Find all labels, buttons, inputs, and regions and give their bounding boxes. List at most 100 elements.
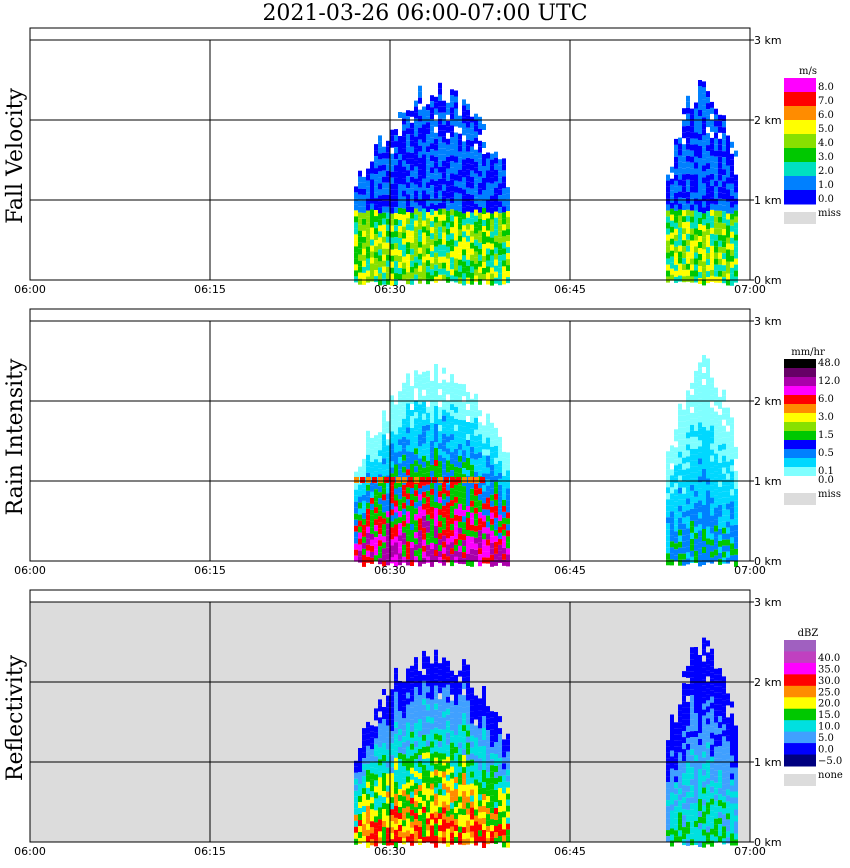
legend-label: 1.0 <box>818 180 834 191</box>
x-tick-label: 06:00 <box>14 283 46 296</box>
echo-main-cell <box>354 364 510 567</box>
x-tick-label: 06:45 <box>554 564 586 577</box>
y-tick-label: 0 km <box>754 836 782 849</box>
panel-rain-intensity: 06:00 06:15 06:30 06:45 07:000 km 1 km 2 km 3 k… <box>3 308 841 577</box>
y-tick-label: 1 km <box>754 194 782 207</box>
x-tick-label: 07:00 <box>734 283 766 296</box>
x-tick-label: 06:30 <box>374 564 406 577</box>
legend-label: 1.5 <box>818 430 834 441</box>
legend-swatch <box>784 106 816 121</box>
legend-swatch <box>784 708 816 721</box>
legend-label: 6.0 <box>818 394 834 405</box>
legend-label: 10.0 <box>818 722 840 733</box>
grid-lines <box>30 39 750 280</box>
y-tick-label: 1 km <box>754 756 782 769</box>
legend-swatch <box>784 395 816 405</box>
legend-swatch <box>784 92 816 107</box>
legend-swatch <box>784 458 816 468</box>
legend-label: 8.0 <box>818 82 834 93</box>
legend-swatch-miss <box>784 493 816 505</box>
x-tick-label: 06:30 <box>374 845 406 858</box>
x-tick-label: 06:15 <box>194 845 226 858</box>
legend-swatch <box>784 754 816 767</box>
legend-swatch <box>784 440 816 450</box>
x-tick-label: 07:00 <box>734 845 766 858</box>
legend-swatch <box>784 368 816 378</box>
legend-swatch <box>784 662 816 675</box>
legend-unit: dBZ <box>798 628 819 639</box>
x-tick-label: 06:15 <box>194 283 226 296</box>
legend-label: 6.0 <box>818 110 834 121</box>
grid-lines <box>30 601 750 842</box>
legend-label: 5.0 <box>818 124 834 135</box>
echo-second-cell <box>666 80 738 286</box>
panel-ylabel: Fall Velocity <box>3 88 28 224</box>
legend-swatch <box>784 422 816 432</box>
x-tick-label: 06:30 <box>374 283 406 296</box>
legend-label: 0.1 <box>818 466 834 477</box>
x-tick-label: 06:00 <box>14 564 46 577</box>
y-tick-label: 3 km <box>754 596 782 609</box>
legend-swatch <box>784 377 816 387</box>
colorbar-legend: dBZ 40.035.030.025.020.015.010.05.00.0−5.… <box>784 628 843 786</box>
legend-swatch <box>784 674 816 687</box>
legend-swatch <box>784 134 816 149</box>
legend-swatch <box>784 162 816 177</box>
legend-label: −5.0 <box>818 756 842 767</box>
y-tick-label: 3 km <box>754 34 782 47</box>
legend-label: 2.0 <box>818 166 834 177</box>
legend-label: none <box>818 770 843 781</box>
legend-swatch <box>784 431 816 441</box>
grid-lines <box>30 320 750 561</box>
legend-label: 7.0 <box>818 96 834 107</box>
legend-label: 3.0 <box>818 152 834 163</box>
legend-swatch <box>784 449 816 459</box>
legend-swatch <box>784 640 816 652</box>
legend-swatch <box>784 120 816 135</box>
y-tick-label: 2 km <box>754 114 782 127</box>
legend-swatch <box>784 404 816 414</box>
panel-reflectivity: 06:00 06:15 06:30 06:45 07:000 km 1 km 2 km 3 k… <box>3 589 843 858</box>
legend-swatch <box>784 359 816 369</box>
x-tick-label: 06:15 <box>194 564 226 577</box>
legend-swatch <box>784 476 816 486</box>
legend-swatch <box>784 190 816 205</box>
x-tick-label: 06:45 <box>554 845 586 858</box>
legend-swatch <box>784 148 816 163</box>
legend-label: 5.0 <box>818 733 834 744</box>
echo-second-cell <box>666 637 738 848</box>
panel-ylabel: Rain Intensity <box>3 358 28 515</box>
panel-fall-velocity: 06:00 06:15 06:30 06:45 07:000 km 1 km 2 km 3 k… <box>3 27 841 296</box>
legend-label: 40.0 <box>818 653 840 664</box>
legend-label: 35.0 <box>818 664 840 675</box>
legend-swatch-miss <box>784 212 816 224</box>
legend-swatch <box>784 731 816 744</box>
legend-label: 0.5 <box>818 448 834 459</box>
x-tick-label: 07:00 <box>734 564 766 577</box>
legend-label: 12.0 <box>818 376 840 387</box>
legend-label: 20.0 <box>818 699 840 710</box>
echo-main-cell <box>354 82 510 286</box>
legend-label: 25.0 <box>818 687 840 698</box>
legend-swatch <box>784 743 816 756</box>
legend-label: 48.0 <box>818 358 840 369</box>
y-tick-label: 0 km <box>754 555 782 568</box>
legend-label: 0.0 <box>818 194 834 205</box>
echo-second-cell <box>666 355 738 567</box>
chart-title: 2021-03-26 06:00-07:00 UTC <box>262 1 588 26</box>
y-tick-label: 0 km <box>754 274 782 287</box>
legend-label: 4.0 <box>818 138 834 149</box>
y-tick-label: 3 km <box>754 315 782 328</box>
y-tick-label: 2 km <box>754 395 782 408</box>
legend-swatch <box>784 651 816 664</box>
legend-label: 0.0 <box>818 475 834 486</box>
x-tick-label: 06:45 <box>554 283 586 296</box>
legend-swatch <box>784 78 816 93</box>
y-tick-label: 1 km <box>754 475 782 488</box>
legend-swatch-miss <box>784 774 816 786</box>
panel-ylabel: Reflectivity <box>3 654 28 781</box>
plot-frame <box>29 589 751 843</box>
plot-frame <box>29 27 751 281</box>
legend-unit: mm/hr <box>791 347 825 358</box>
